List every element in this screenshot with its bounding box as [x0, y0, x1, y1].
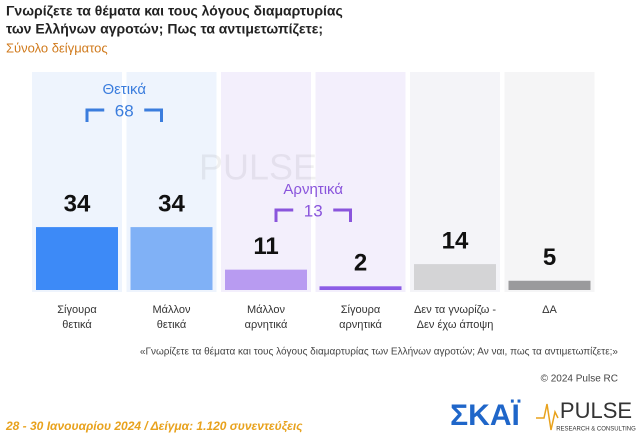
pulse-logo-sub: RESEARCH & CONSULTING [556, 427, 636, 433]
x-tick-label: Μάλλον [247, 304, 285, 316]
group-bracket-right [144, 108, 163, 122]
value-label: 5 [543, 244, 556, 271]
bar [508, 280, 591, 290]
value-label: 11 [253, 233, 278, 260]
x-tick-label: αρνητικά [245, 319, 288, 331]
column-background [221, 72, 311, 292]
group-bracket-left [85, 108, 105, 122]
chart-title: Γνωρίζετε τα θέματα και τους λόγους διαμ… [6, 3, 343, 19]
group-bracket-right [333, 208, 352, 222]
value-label: 34 [64, 190, 91, 217]
chart-subtitle: Σύνολο δείγματος [6, 40, 108, 55]
footer: 28 - 30 Ιανουαρίου 2024 / Δείγμα: 1.120 … [5, 419, 303, 433]
group-bracket-left [274, 208, 294, 222]
column-background [315, 72, 406, 292]
skai-logo: ΣΚΑΪ [450, 399, 520, 432]
group-value: 13 [304, 201, 323, 220]
bar [225, 269, 307, 290]
chart-title: των Ελλήνων αγροτών; Πως τα αντιμετωπίζε… [6, 21, 323, 37]
x-tick-label: ΔΑ [542, 304, 557, 316]
bar [130, 227, 213, 290]
x-tick-label: αρνητικά [339, 319, 382, 331]
column-background [504, 72, 595, 292]
group-label: Αρνητικά [283, 181, 343, 198]
value-label: 14 [442, 227, 469, 254]
skai-logo-box [442, 397, 528, 435]
bar [319, 286, 402, 290]
value-label: 2 [354, 250, 367, 277]
watermark: PULSE [199, 147, 317, 188]
copyright: © 2024 Pulse RC [541, 374, 618, 385]
x-tick-label: θετικά [62, 319, 92, 331]
bar [36, 227, 118, 290]
column-background [410, 72, 500, 292]
x-tick-label: Μάλλον [153, 304, 191, 316]
x-tick-label: Δεν έχω άποψη [417, 319, 494, 331]
x-tick-label: Σίγουρα [341, 304, 381, 316]
bar [414, 264, 496, 290]
x-tick-label: θετικά [157, 319, 187, 331]
value-label: 34 [158, 190, 185, 217]
group-value: 68 [115, 101, 134, 120]
footnote: «Γνωρίζετε τα θέματα και τους λόγους δια… [140, 346, 619, 358]
group-label: Θετικά [102, 81, 146, 98]
x-tick-label: Δεν τα γνωρίζω - [414, 304, 496, 316]
pulse-logo: PULSE [560, 398, 632, 423]
pulse-icon [536, 403, 559, 431]
x-tick-label: Σίγουρα [57, 304, 97, 316]
